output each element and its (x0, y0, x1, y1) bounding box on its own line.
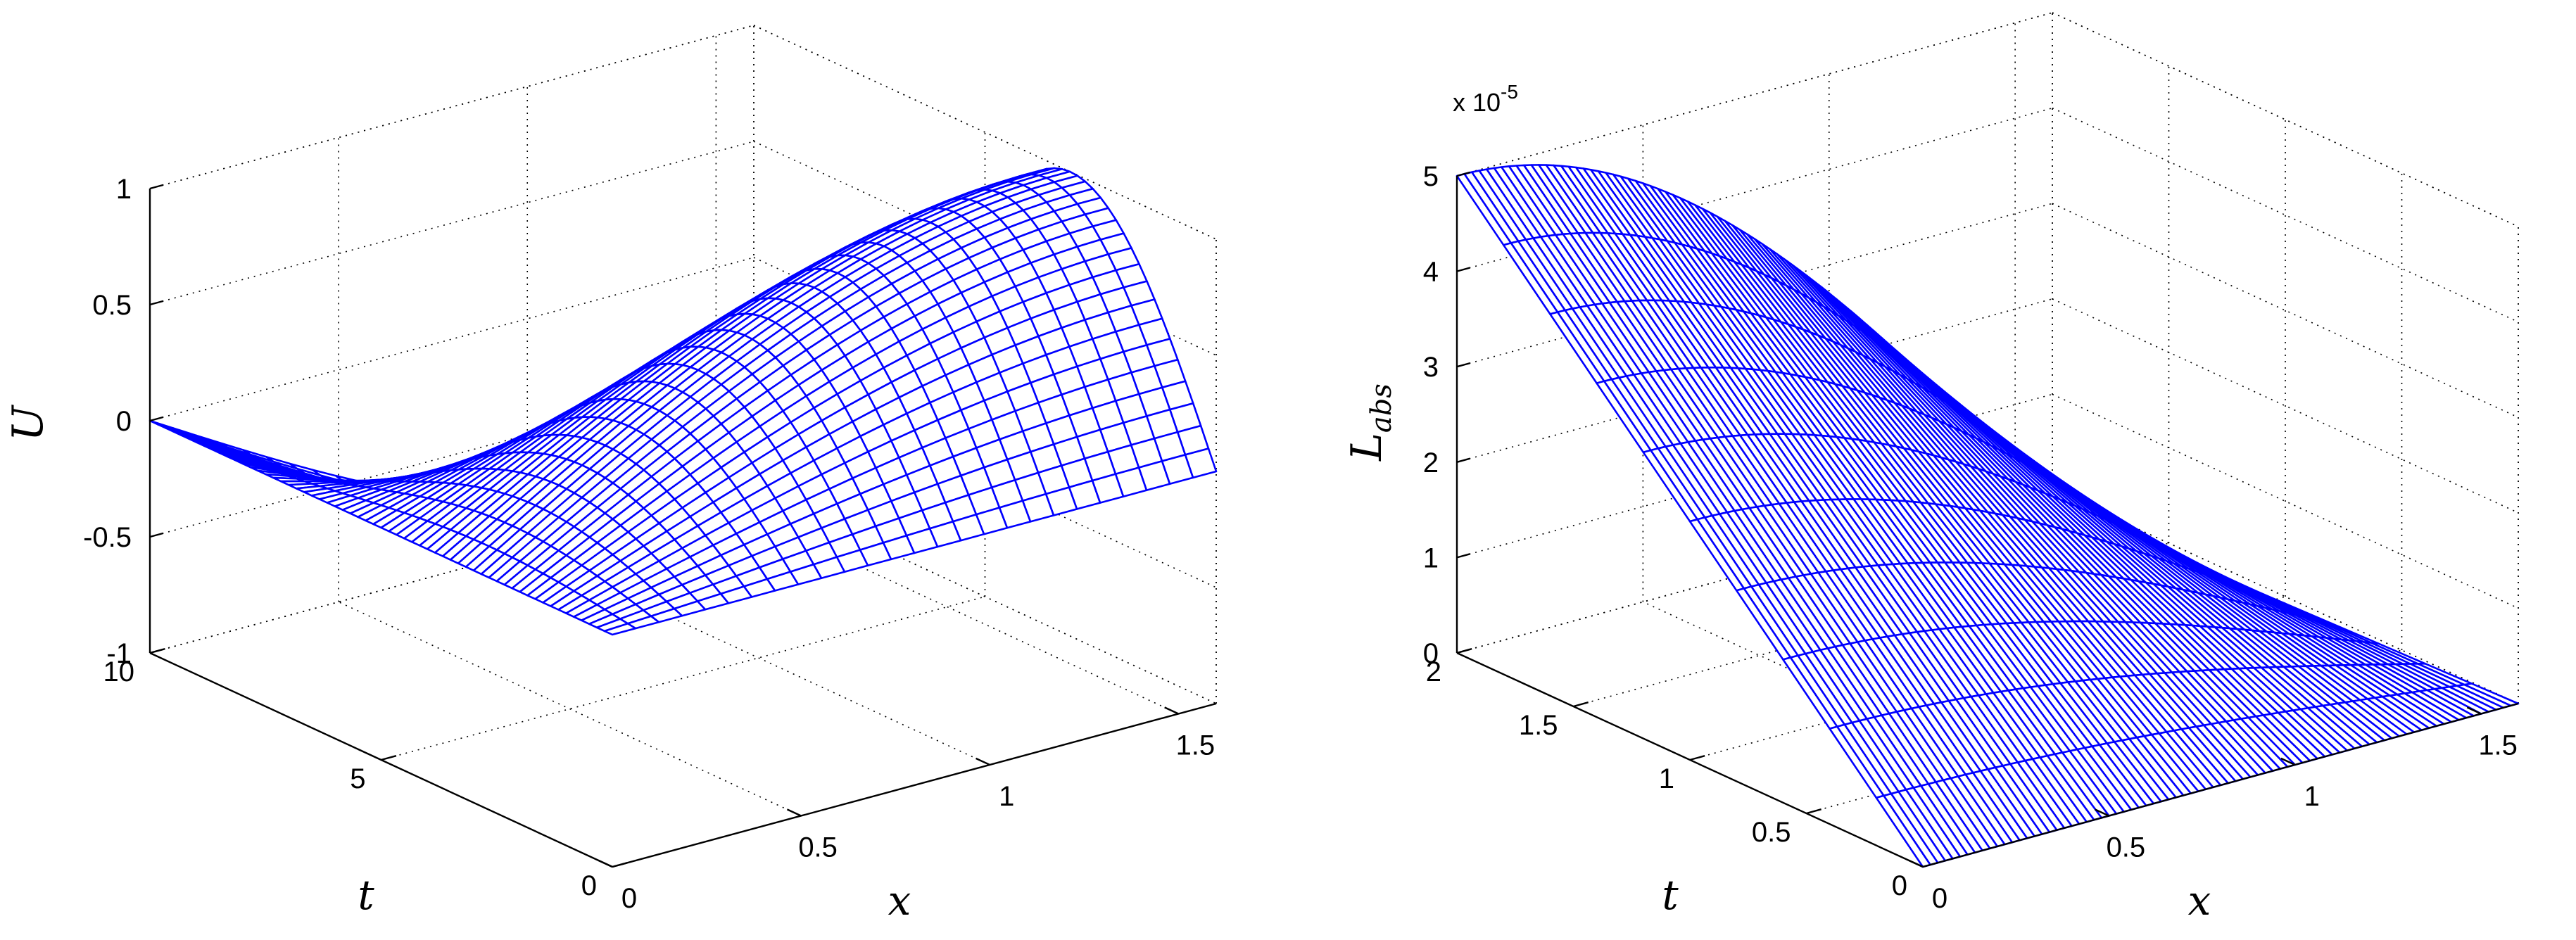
x-tick (1908, 859, 1924, 868)
z-tick (149, 532, 164, 538)
z-tick (149, 416, 164, 422)
x-tick-label: 1.5 (2478, 730, 2518, 761)
z-tick-label: -1 (106, 638, 132, 669)
z-tick (149, 300, 164, 306)
z-gridline (753, 25, 1217, 240)
t-tick-label: 1 (1659, 763, 1674, 794)
x-tick (1164, 706, 1179, 715)
x-axis-line (1922, 702, 2519, 868)
x-gridline (338, 601, 802, 817)
z-gridline (2052, 12, 2519, 227)
x-tick-label: 1 (2304, 781, 2320, 812)
x-axis-label: x (888, 877, 911, 925)
t-tick (612, 862, 628, 868)
box-edge (1456, 12, 2053, 177)
t-tick-label: 10 (103, 656, 135, 687)
z-tick (149, 184, 164, 190)
t-tick-label: 0.5 (1752, 817, 1791, 848)
t-axis-label: t (1662, 871, 1679, 919)
z-gridline (1456, 12, 2053, 177)
surface-mesh (1456, 164, 2520, 868)
t-tick-label: 1.5 (1519, 710, 1558, 741)
x-tick-label: 0.5 (2107, 832, 2146, 863)
surface-mesh (149, 167, 1218, 636)
z-axis-label: U (4, 404, 53, 441)
x-tick-label: 0 (1932, 883, 1947, 914)
z-tick-label: 0 (1423, 638, 1439, 669)
t-gridline (381, 596, 985, 761)
box-edge (149, 25, 755, 189)
t-tick-label: 0 (581, 870, 597, 901)
exponent-annotation: x 10-5 (1453, 81, 1518, 117)
x-tick-label: 0.5 (798, 832, 838, 863)
z-tick-label: 0.5 (92, 290, 132, 321)
x-tick-label: 0 (621, 883, 637, 914)
x-tick (976, 757, 990, 766)
z-tick-label: 1 (116, 174, 132, 205)
x-tick (2280, 757, 2296, 766)
t-tick (381, 755, 397, 761)
z-tick (1456, 171, 1470, 177)
mesh-cell (603, 622, 637, 636)
z-tick (1456, 553, 1470, 559)
z-tick-label: 0 (116, 406, 132, 437)
x-tick-label: 1 (999, 781, 1014, 812)
t-tick-label: 5 (350, 763, 365, 794)
z-axis-label-group: U (4, 404, 53, 441)
t-tick (1806, 808, 1821, 815)
x-axis-label: x (2188, 877, 2211, 925)
z-tick-label: 4 (1423, 257, 1439, 288)
t-axis-label: t (358, 871, 374, 919)
z-tick-label: 2 (1423, 447, 1439, 478)
t-tick (1922, 862, 1938, 868)
z-axis-label-subscript: abs (1365, 383, 1398, 433)
z-gridline (149, 25, 755, 189)
z-gridline (149, 141, 755, 305)
t-tick (1573, 701, 1589, 708)
z-axis-label: Labs (1342, 383, 1398, 462)
x-tick-label: 1.5 (1176, 730, 1216, 761)
z-tick (1456, 457, 1470, 463)
t-tick-label: 0 (1892, 870, 1907, 901)
z-tick (1456, 267, 1470, 272)
z-tick-label: 5 (1423, 161, 1439, 192)
x-axis-line (612, 702, 1217, 868)
z-axis-label-group: Labs (1342, 383, 1398, 462)
z-tick (1456, 648, 1470, 654)
t-tick-label: 2 (1426, 656, 1441, 687)
z-tick-label: -0.5 (83, 522, 132, 553)
z-tick (149, 648, 164, 654)
z-tick (1456, 362, 1470, 368)
x-tick (598, 859, 613, 868)
z-tick-label: 1 (1423, 542, 1439, 573)
x-tick (2095, 808, 2109, 817)
x-tick (2466, 706, 2482, 715)
t-tick (1689, 755, 1705, 761)
x-tick (786, 808, 802, 817)
surface-plot-u: 0 0.5 1 1.5 0 5 10-1 -0.5 0 0.5 1 x t U (4, 25, 1218, 925)
z-tick-label: 3 (1423, 352, 1439, 383)
